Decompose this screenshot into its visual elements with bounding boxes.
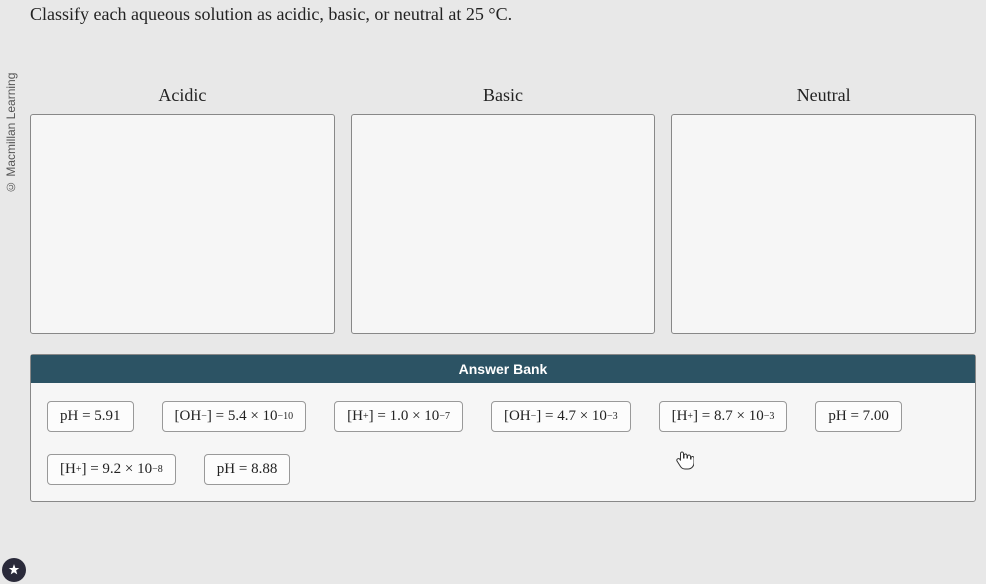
answer-chip[interactable]: [H+] = 8.7 × 10−3 xyxy=(659,401,788,432)
drop-zone-acidic[interactable] xyxy=(30,114,335,334)
answer-chip[interactable]: [H+] = 9.2 × 10−8 xyxy=(47,454,176,485)
answer-chip[interactable]: [OH−] = 5.4 × 10−10 xyxy=(162,401,307,432)
drop-label-neutral: Neutral xyxy=(797,85,851,106)
answer-chip[interactable]: pH = 5.91 xyxy=(47,401,134,432)
drop-col-acidic: Acidic xyxy=(30,85,335,334)
answer-chip[interactable]: pH = 8.88 xyxy=(204,454,291,485)
drop-col-neutral: Neutral xyxy=(671,85,976,334)
answer-chip[interactable]: [OH−] = 4.7 × 10−3 xyxy=(491,401,631,432)
question-text: Classify each aqueous solution as acidic… xyxy=(30,4,976,25)
star-badge-icon[interactable] xyxy=(2,558,26,582)
drop-col-basic: Basic xyxy=(351,85,656,334)
answer-bank-body: pH = 5.91 [OH−] = 5.4 × 10−10 [H+] = 1.0 ×… xyxy=(31,383,975,501)
answer-chip[interactable]: [H+] = 1.0 × 10−7 xyxy=(334,401,463,432)
answer-chip[interactable]: pH = 7.00 xyxy=(815,401,902,432)
drop-label-basic: Basic xyxy=(483,85,523,106)
cursor-hand-icon xyxy=(676,450,694,475)
drop-zone-neutral[interactable] xyxy=(671,114,976,334)
answer-bank: Answer Bank pH = 5.91 [OH−] = 5.4 × 10−10… xyxy=(30,354,976,502)
drop-zone-row: Acidic Basic Neutral xyxy=(30,85,976,334)
content-area: Classify each aqueous solution as acidic… xyxy=(30,4,976,502)
drop-zone-basic[interactable] xyxy=(351,114,656,334)
drop-label-acidic: Acidic xyxy=(158,85,206,106)
copyright-label: © Macmillan Learning xyxy=(0,0,26,200)
answer-bank-header: Answer Bank xyxy=(31,355,975,383)
